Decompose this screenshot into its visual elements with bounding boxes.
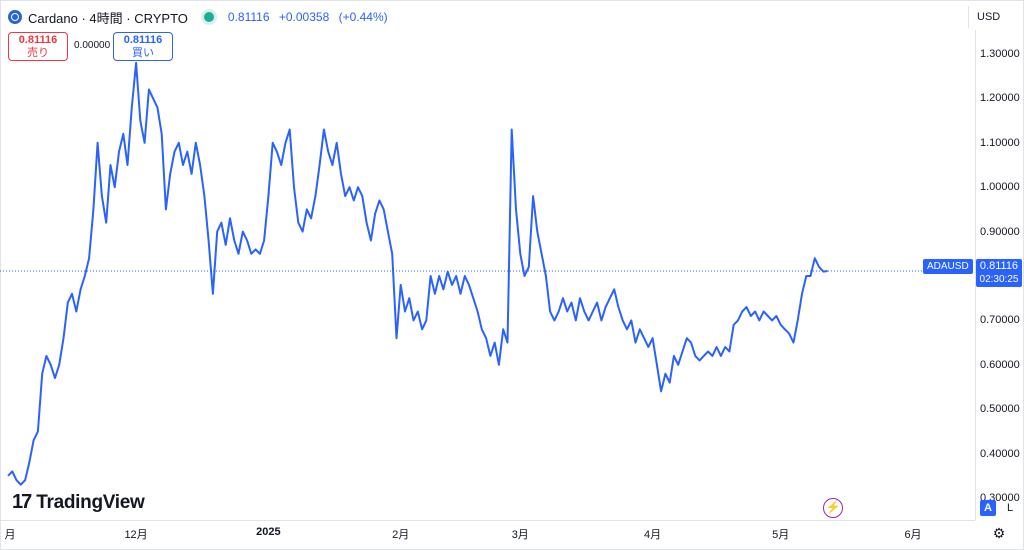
- quote-values: 0.81116 +0.00358 (+0.44%): [228, 10, 394, 24]
- sell-button[interactable]: 0.81116 売り: [8, 32, 68, 61]
- last-price-tag: 0.81116 02:30:25: [976, 259, 1022, 287]
- price-axis[interactable]: [975, 30, 1024, 520]
- price-tick-label: 0.40000: [980, 447, 1020, 460]
- tradingview-mark-icon: 17: [12, 491, 32, 513]
- auto-scale-button[interactable]: A: [980, 500, 996, 516]
- tradingview-logo[interactable]: 17 TradingView: [12, 491, 145, 514]
- time-tick-label: 月: [4, 529, 16, 541]
- last-price-value: 0.81116: [227, 10, 270, 24]
- price-tick-label: 1.30000: [980, 48, 1020, 60]
- last-price-tag-value: 0.81116: [979, 260, 1019, 272]
- bar-countdown: 02:30:25: [979, 274, 1019, 285]
- lightning-icon[interactable]: ⚡: [823, 498, 843, 518]
- price-tick-label: 0.50000: [980, 403, 1020, 416]
- log-scale-button[interactable]: L: [1006, 502, 1014, 514]
- spread-value: 0.00000: [74, 40, 111, 51]
- sell-price: 0.81116: [18, 34, 58, 46]
- time-tick-label: 12月: [124, 529, 148, 541]
- settings-gear-icon[interactable]: ⚙: [992, 525, 1006, 541]
- price-tick-label: 0.90000: [980, 225, 1020, 238]
- tradingview-wordmark: TradingView: [36, 491, 145, 513]
- time-tick-label: 2025: [256, 526, 281, 538]
- price-change-percent: (+0.44%): [338, 10, 388, 24]
- sell-label: 売り: [27, 47, 49, 59]
- buy-label: 買い: [132, 47, 154, 59]
- time-tick-label: 4月: [644, 529, 662, 541]
- buy-price: 0.81116: [123, 34, 163, 46]
- symbol-legend[interactable]: Cardano · 4時間 · CRYPTO 0.81116 +0.00358 …: [8, 8, 394, 26]
- price-tick-label: 0.60000: [980, 358, 1020, 371]
- time-axis[interactable]: [0, 520, 975, 550]
- price-tick-label: 0.70000: [980, 314, 1020, 327]
- time-tick-label: 6月: [904, 529, 922, 541]
- market-status-icon[interactable]: [203, 12, 214, 22]
- buy-button[interactable]: 0.81116 買い: [113, 32, 173, 61]
- symbol-price-tag: ADAUSD: [923, 259, 973, 274]
- price-tick-label: 1.20000: [980, 92, 1020, 105]
- time-tick-label: 5月: [772, 529, 790, 541]
- symbol-title[interactable]: Cardano · 4時間 · CRYPTO: [28, 10, 188, 26]
- time-tick-label: 3月: [511, 529, 529, 541]
- currency-selector[interactable]: USD: [968, 6, 1020, 28]
- price-tick-label: 1.00000: [980, 181, 1020, 194]
- price-tick-label: 1.10000: [980, 136, 1020, 149]
- time-tick-label: 2月: [392, 529, 410, 541]
- price-change-value: +0.00358: [278, 10, 330, 24]
- cardano-logo-icon: [8, 10, 22, 24]
- price-series-line: [7, 61, 828, 486]
